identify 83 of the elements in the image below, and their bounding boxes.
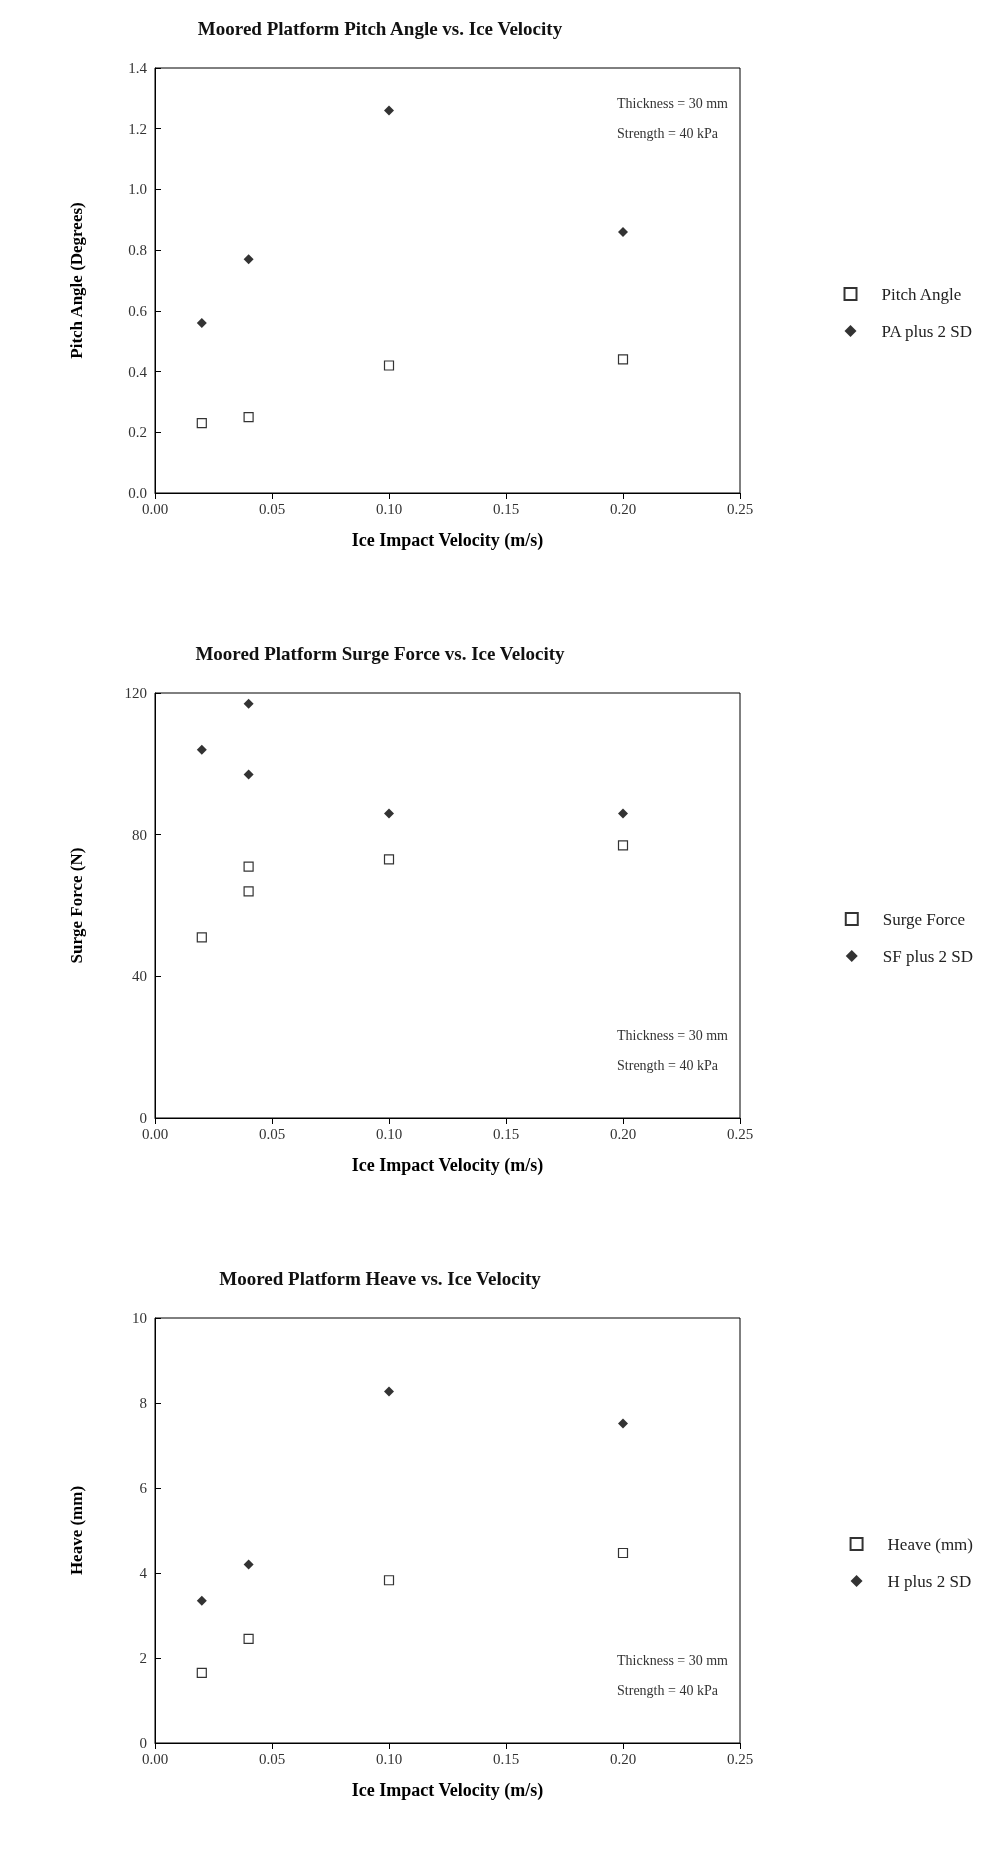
y-tick-label: 40 — [132, 968, 147, 985]
point — [243, 698, 254, 709]
y-tick-label: 2 — [139, 1650, 147, 1666]
x-tick-label: 0.00 — [141, 1125, 169, 1142]
x-tick-label: 0.15 — [492, 1125, 520, 1142]
x-tick-label: 0.20 — [609, 500, 637, 517]
y-tick-label: 80 — [132, 826, 147, 843]
x-tick-label: 0.20 — [609, 1750, 637, 1767]
x-tick-label: 0.10 — [375, 1125, 403, 1142]
x-tick-label: 0.15 — [492, 1750, 520, 1767]
point — [618, 1418, 628, 1429]
legend-label: SF plus 2 SD — [882, 946, 973, 966]
annotation: Thickness = 30 mm — [617, 1027, 729, 1043]
point — [384, 105, 394, 116]
x-tick-label: 0.05 — [258, 500, 286, 517]
annotation: Thickness = 30 mm — [617, 95, 729, 111]
annotation: Strength = 40 kPa — [617, 1057, 719, 1073]
y-tick-label: 8 — [139, 1395, 147, 1411]
point — [384, 1386, 394, 1397]
x-tick-label: 0.10 — [375, 500, 403, 517]
y-tick-label: 0.6 — [128, 302, 148, 319]
point — [196, 1595, 207, 1606]
x-tick-label: 0.00 — [141, 1750, 169, 1767]
x-tick-label: 0.05 — [258, 1750, 286, 1767]
legend-label: Surge Force — [882, 909, 966, 929]
y-tick-label: 0 — [139, 1735, 147, 1751]
chart-title: Moored Platform Heave vs. Ice Velocity — [219, 1268, 542, 1289]
y-tick-label: 0 — [139, 1110, 147, 1126]
x-axis-title: Ice Impact Velocity (m/s) — [351, 1155, 544, 1176]
y-tick-label: 4 — [139, 1565, 148, 1581]
x-tick-label: 0.25 — [726, 500, 754, 517]
x-tick-label: 0.10 — [375, 1750, 403, 1767]
point — [617, 1547, 629, 1559]
legend-label: H plus 2 SD — [887, 1571, 972, 1591]
x-tick-label: 0.15 — [492, 500, 520, 517]
annotation: Strength = 40 kPa — [617, 125, 719, 141]
x-axis-title: Ice Impact Velocity (m/s) — [351, 530, 544, 551]
y-tick-label: 0.8 — [128, 242, 147, 259]
point — [617, 840, 629, 851]
point — [243, 861, 254, 872]
point — [196, 1667, 207, 1678]
point — [196, 318, 207, 328]
y-axis-title: Surge Force (N) — [67, 847, 86, 964]
point — [383, 360, 395, 371]
point — [243, 1559, 254, 1570]
point — [243, 769, 254, 780]
x-tick-label: 0.25 — [726, 1125, 754, 1142]
annotation: Thickness = 30 mm — [617, 1652, 729, 1668]
legend-label: Heave (mm) — [887, 1534, 974, 1554]
legend-label: Pitch Angle — [881, 284, 962, 304]
point — [384, 808, 394, 819]
x-tick-label: 0.25 — [726, 1750, 754, 1767]
point — [196, 418, 207, 429]
y-tick-label: 0.4 — [128, 363, 148, 380]
y-tick-label: 120 — [124, 685, 147, 701]
chart-title: Moored Platform Pitch Angle vs. Ice Velocity — [197, 18, 563, 39]
point — [243, 886, 254, 897]
point — [618, 226, 628, 237]
point — [383, 854, 395, 865]
y-axis-title: Heave (mm) — [67, 1485, 86, 1576]
point — [243, 1633, 254, 1644]
point — [196, 744, 207, 755]
point — [618, 808, 628, 819]
point — [617, 354, 629, 365]
x-axis-title: Ice Impact Velocity (m/s) — [351, 1780, 544, 1801]
y-tick-label: 1.2 — [128, 120, 147, 137]
y-tick-label: 0.2 — [128, 424, 147, 441]
y-axis-title: Pitch Angle (Degrees) — [67, 202, 86, 359]
point — [196, 932, 207, 943]
x-tick-label: 0.00 — [141, 500, 169, 517]
legend-label: PA plus 2 SD — [881, 321, 973, 341]
y-tick-label: 1.4 — [128, 60, 148, 76]
y-tick-label: 0.0 — [128, 485, 147, 501]
y-tick-label: 1.0 — [128, 181, 147, 198]
chart-title: Moored Platform Surge Force vs. Ice Velocity — [195, 643, 566, 664]
x-tick-label: 0.05 — [258, 1125, 286, 1142]
point — [243, 254, 254, 265]
y-tick-label: 6 — [139, 1480, 148, 1496]
annotation: Strength = 40 kPa — [617, 1682, 719, 1698]
y-tick-label: 10 — [132, 1310, 147, 1326]
point — [243, 412, 254, 423]
x-tick-label: 0.20 — [609, 1125, 637, 1142]
point — [383, 1575, 395, 1586]
